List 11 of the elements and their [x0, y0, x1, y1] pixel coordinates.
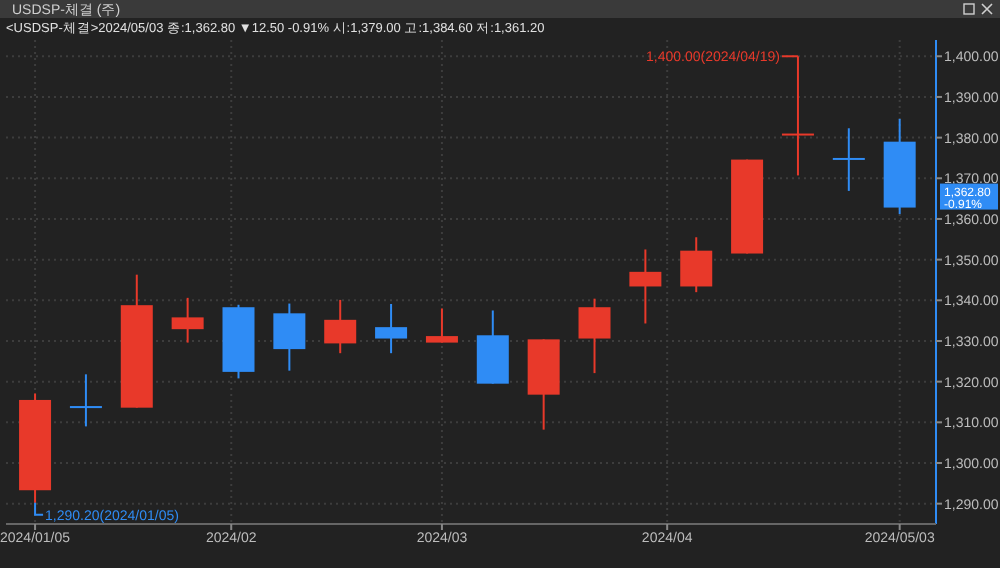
candlestick — [680, 236, 713, 294]
candlestick — [171, 296, 204, 344]
candlestick — [578, 297, 611, 375]
candlestick — [273, 302, 306, 372]
candlestick — [375, 302, 408, 355]
candlestick — [324, 298, 357, 355]
candlestick — [69, 373, 102, 428]
candlestick — [781, 55, 814, 177]
candlestick — [629, 248, 662, 325]
candlestick — [832, 127, 865, 192]
candlestick — [425, 307, 458, 344]
